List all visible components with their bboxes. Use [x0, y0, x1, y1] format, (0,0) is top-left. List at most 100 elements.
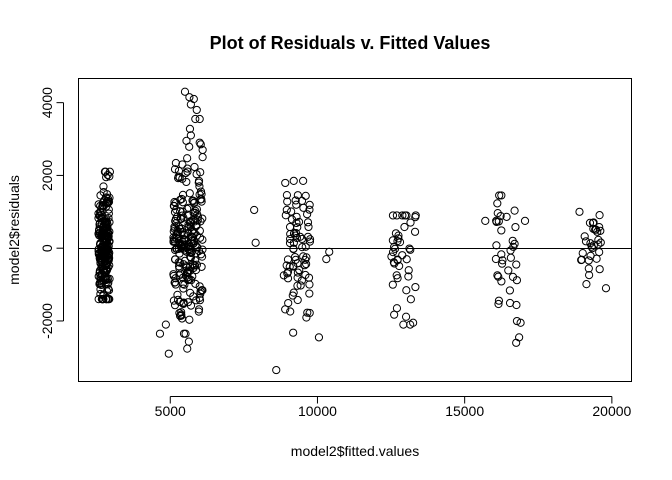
- data-point: [102, 202, 111, 211]
- data-point: [105, 274, 114, 283]
- x-tick-label: 20000: [592, 403, 631, 419]
- data-point: [305, 289, 314, 298]
- data-point: [293, 191, 302, 200]
- data-point: [575, 207, 584, 216]
- data-point: [286, 229, 295, 239]
- data-point: [586, 239, 595, 248]
- data-point: [584, 256, 593, 265]
- data-point: [303, 308, 312, 317]
- data-point: [596, 226, 605, 235]
- data-point: [289, 244, 298, 253]
- data-point: [406, 295, 415, 304]
- data-point: [103, 196, 113, 205]
- data-point: [400, 222, 409, 232]
- y-axis-label: model2$residuals: [6, 175, 22, 285]
- data-point: [170, 197, 179, 207]
- data-point: [172, 244, 182, 253]
- data-point: [299, 203, 308, 212]
- data-point: [287, 207, 296, 216]
- data-point: [95, 268, 104, 277]
- data-point: [595, 265, 604, 274]
- data-point: [96, 285, 105, 294]
- data-point: [194, 176, 204, 186]
- data-point: [388, 280, 397, 289]
- data-point: [291, 196, 300, 205]
- data-point: [97, 248, 106, 257]
- data-point: [293, 295, 302, 305]
- data-point: [95, 229, 104, 238]
- data-point: [512, 260, 521, 269]
- data-point: [164, 349, 173, 358]
- data-point: [170, 165, 180, 174]
- data-point: [198, 145, 207, 155]
- data-point: [189, 236, 199, 246]
- data-point: [497, 259, 507, 268]
- data-point: [512, 316, 522, 326]
- data-point: [283, 269, 292, 278]
- data-point: [96, 276, 105, 286]
- data-point: [506, 253, 515, 262]
- data-point: [161, 320, 170, 329]
- data-point: [182, 136, 191, 145]
- data-point: [497, 226, 506, 235]
- data-point: [173, 229, 182, 238]
- data-point: [173, 295, 183, 304]
- data-point: [586, 251, 595, 260]
- data-point: [595, 211, 604, 220]
- data-point: [102, 173, 111, 182]
- data-point: [176, 311, 185, 321]
- data-point: [401, 312, 411, 321]
- data-point: [398, 211, 407, 220]
- data-point: [406, 245, 415, 254]
- data-point: [322, 255, 331, 264]
- data-point: [171, 274, 180, 283]
- data-point: [300, 261, 309, 270]
- x-axis-label: model2$fitted.values: [291, 443, 419, 459]
- data-point: [180, 87, 190, 96]
- data-point: [95, 211, 104, 220]
- data-point: [186, 288, 195, 297]
- data-point: [186, 252, 195, 262]
- data-point: [299, 176, 308, 185]
- x-axis: 5000 10000 15000 20000: [155, 396, 632, 419]
- x-tick-label: 10000: [298, 403, 337, 419]
- data-point: [508, 272, 518, 281]
- data-point: [104, 209, 113, 218]
- data-point: [177, 308, 186, 317]
- data-point: [288, 291, 297, 300]
- data-point: [395, 261, 404, 271]
- data-point: [387, 252, 396, 261]
- data-point: [411, 282, 420, 292]
- data-point: [296, 281, 305, 290]
- data-point: [302, 259, 311, 269]
- data-point: [196, 140, 205, 149]
- data-point: [101, 252, 110, 261]
- data-point: [303, 210, 312, 219]
- data-point: [289, 261, 298, 271]
- data-point: [179, 329, 189, 338]
- data-point: [281, 211, 290, 220]
- data-point: [392, 304, 402, 313]
- data-point: [183, 344, 192, 353]
- data-point: [169, 296, 178, 305]
- data-point: [185, 93, 194, 102]
- data-point: [314, 333, 324, 342]
- data-point: [411, 211, 420, 220]
- data-point: [494, 217, 503, 226]
- data-point: [494, 296, 504, 305]
- data-point: [183, 167, 192, 176]
- data-point: [176, 225, 185, 234]
- data-point: [512, 338, 521, 347]
- data-point: [191, 114, 200, 124]
- data-point: [585, 218, 595, 228]
- data-point: [325, 247, 334, 256]
- data-point: [195, 296, 205, 305]
- data-point: [186, 217, 195, 226]
- data-point: [282, 205, 291, 214]
- data-point: [496, 211, 505, 221]
- data-point: [581, 237, 591, 246]
- data-point: [195, 182, 204, 191]
- data-point: [505, 298, 515, 308]
- data-point: [393, 256, 402, 265]
